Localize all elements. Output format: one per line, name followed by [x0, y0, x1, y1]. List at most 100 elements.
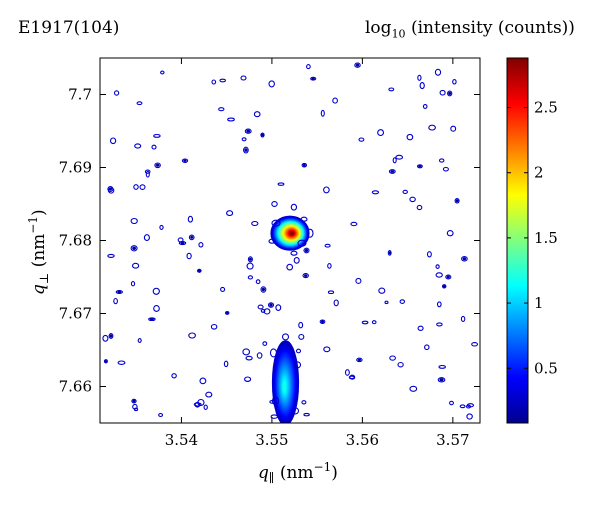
peak-contour-1 [268, 215, 314, 256]
y-axis-label: q⊥ (nm−1) [26, 209, 51, 295]
x-axis: 3.54 3.55 3.56 3.57 [165, 58, 470, 449]
x-tick-label: 3.56 [346, 431, 379, 449]
noise-contour [437, 377, 446, 383]
noise-contour [303, 247, 310, 254]
noise-contour [211, 79, 217, 85]
noise-contour [268, 80, 275, 88]
noise-contour [159, 224, 164, 230]
noise-contour [389, 355, 396, 361]
noise-contour [210, 323, 218, 330]
colorbar-axis: 0.5 1 1.5 2 2.5 [507, 99, 558, 377]
noise-contour [260, 308, 266, 313]
colorbar-tick-label: 2.5 [534, 99, 558, 117]
noise-contour [181, 158, 189, 163]
noise-contour [113, 90, 120, 96]
noise-contour [145, 170, 150, 178]
noise-contour [428, 124, 436, 131]
noise-contour [378, 287, 386, 294]
noise-contour [148, 317, 156, 322]
noise-contour [263, 308, 271, 315]
noise-contour [115, 289, 123, 295]
noise-contour [306, 64, 311, 70]
noise-contour [344, 369, 350, 376]
noise-contour [310, 76, 317, 81]
plot-area [102, 62, 479, 423]
noise-contour [133, 184, 139, 190]
noise-contour [327, 290, 335, 295]
noise-contour [130, 245, 138, 252]
noise-contour [426, 251, 432, 258]
peak-contour-2 [269, 333, 302, 423]
y-axis-label-sub: ⊥ [37, 273, 51, 284]
noise-contour [388, 169, 396, 174]
noise-contour [199, 377, 207, 385]
noise-contour [277, 182, 285, 186]
noise-contour [445, 274, 452, 280]
noise-contour [333, 299, 339, 307]
noise-contour [139, 184, 146, 190]
noise-contour [356, 357, 363, 363]
noise-contour [275, 304, 282, 311]
x-axis-label-symbol: q [258, 463, 269, 483]
noise-contour [409, 196, 416, 203]
noise-contour [395, 154, 404, 160]
x-axis-label: q∥ (nm−1) [258, 460, 338, 485]
noise-contour [438, 364, 446, 369]
noise-contour [223, 360, 229, 368]
noise-contour [262, 341, 268, 346]
noise-contour [465, 404, 472, 409]
colorbar-tick-label: 0.5 [534, 359, 558, 377]
noise-contour [471, 342, 479, 347]
noise-contour [441, 284, 447, 289]
noise-contour [298, 321, 304, 329]
noise-contour [460, 315, 466, 322]
noise-contour [117, 360, 126, 365]
colorbar-label-sub: 10 [391, 27, 406, 41]
noise-contour [243, 146, 249, 154]
noise-contour [113, 297, 118, 305]
noise-contour [220, 286, 226, 292]
noise-contour [384, 300, 389, 305]
noise-contour [354, 62, 361, 68]
noise-contour [301, 400, 307, 405]
y-axis-label-symbol: q [29, 284, 49, 295]
noise-contour [203, 404, 208, 411]
y-tick-label: 7.69 [59, 159, 92, 177]
y-axis-label-sup: −1 [26, 216, 40, 234]
x-axis-label-unit: (nm [274, 463, 313, 483]
noise-contour [256, 352, 263, 359]
noise-contour [226, 210, 234, 217]
noise-contour [196, 268, 202, 273]
x-axis-label-sub: ∥ [269, 471, 275, 485]
noise-contour [271, 201, 278, 207]
noise-contour [324, 243, 331, 248]
noise-contour [130, 217, 138, 225]
noise-contour [319, 319, 326, 324]
noise-contour [160, 70, 165, 75]
noise-contour [177, 237, 184, 243]
noise-contour [447, 90, 453, 97]
noise-contour [247, 275, 254, 280]
noise-contour [260, 132, 265, 138]
noise-contour [198, 242, 204, 248]
noise-contour [323, 346, 331, 353]
noise-contour [108, 333, 114, 339]
noise-contour [449, 400, 454, 406]
noise-contour [450, 125, 457, 132]
noise-contour [186, 252, 192, 260]
noise-contour [435, 264, 440, 269]
noise-contour [153, 305, 160, 312]
noise-contour [144, 169, 151, 174]
colorbar-tick-label: 2 [534, 164, 544, 182]
noise-contour [459, 404, 466, 409]
noise-contour [452, 79, 457, 85]
colorbar-label-rest: (intensity (counts)) [405, 18, 575, 38]
noise-contour [257, 304, 264, 310]
noise-contour [134, 143, 142, 149]
noise-contour [227, 117, 235, 122]
noise-contour [417, 74, 422, 81]
noise-contour [152, 287, 160, 295]
noise-contour [205, 391, 213, 398]
noise-contour [397, 361, 404, 368]
noise-contour [461, 256, 468, 262]
